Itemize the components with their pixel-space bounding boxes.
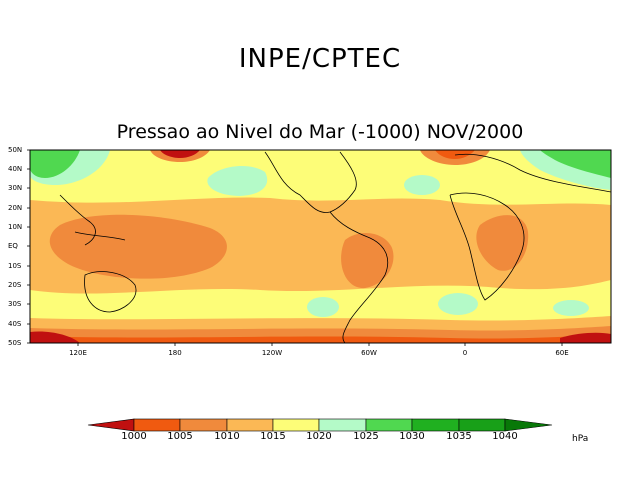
coastlines	[59, 151, 611, 343]
lat-label-20n: 20N	[8, 204, 23, 212]
australia-coastline	[84, 271, 137, 313]
organization-title: INPE/CPTEC	[238, 44, 402, 74]
colorbar-1025-1030	[365, 418, 413, 432]
maritime-continent-coastline	[74, 231, 126, 241]
colorbar-1030-1035	[411, 418, 460, 432]
lon-label-120e: 120E	[69, 349, 87, 357]
lat-label-30s: 30S	[8, 300, 22, 308]
lat-label-40n: 40N	[8, 165, 23, 173]
colorbar-label-1015: 1015	[260, 431, 286, 442]
south-america-coastline	[329, 211, 389, 343]
lat-label-10n: 10N	[8, 223, 23, 231]
colorbar-1005-1010	[179, 418, 228, 432]
lon-label-60w: 60W	[361, 349, 377, 357]
map-frame	[29, 149, 612, 344]
colorbar-1035-1040	[458, 418, 506, 432]
lat-label-30n: 30N	[8, 184, 23, 192]
lat-label-50s: 50S	[8, 339, 22, 347]
colorbar-1000-1005	[133, 418, 181, 432]
colorbar-above-1040	[504, 418, 553, 432]
pressure-field	[30, 150, 611, 343]
field-1025-1030-asia	[30, 150, 80, 178]
colorbar-label-1010: 1010	[214, 431, 240, 442]
lon-label-120w: 120W	[261, 349, 283, 357]
field-1015-1020-north	[30, 150, 611, 205]
field-1020-1025-south-pacific-high	[307, 297, 339, 317]
field-1000-1005-southern-ocean	[30, 334, 611, 343]
colorbar-1015-1020	[272, 418, 320, 432]
colorbar-1020-1025	[318, 418, 367, 432]
colorbar-label-1030: 1030	[399, 431, 425, 442]
field-below-1000-southeast	[560, 332, 611, 343]
field-1005-1010-west-pacific	[49, 214, 227, 279]
field-1005-1010-south-america	[341, 233, 394, 289]
lat-label-10s: 10S	[8, 262, 22, 270]
colorbar-label-1040: 1040	[492, 431, 518, 442]
field-1025-1030-siberia	[540, 150, 611, 178]
field-below-1000-southwest	[30, 331, 80, 343]
colorbar-label-1025: 1025	[353, 431, 379, 442]
colorbar-label-1000: 1000	[121, 431, 147, 442]
map-title: Pressao ao Nivel do Mar (-1000) NOV/2000	[116, 121, 524, 143]
colorbar-label-1005: 1005	[167, 431, 193, 442]
field-1020-1025-south-atlantic-high	[438, 293, 478, 315]
lon-label-0: 0	[462, 349, 468, 357]
field-1000-1005-icelandic-low	[435, 150, 475, 159]
eurasia-coastline	[454, 153, 611, 193]
colorbar-below-1000	[87, 418, 135, 432]
field-1020-1025-north-pacific-high	[207, 166, 268, 196]
lat-label-40s: 40S	[8, 320, 22, 328]
lon-label-60e: 60E	[555, 349, 569, 357]
field-below-1000-aleutian-low	[160, 150, 200, 158]
africa-coastline	[449, 192, 525, 301]
colorbar-unit-label: hPa	[572, 434, 589, 444]
field-1020-1025-azores-high	[404, 175, 440, 195]
field-1005-1010-africa	[476, 215, 529, 271]
lat-label-50n: 50N	[8, 146, 23, 154]
colorbar-label-1020: 1020	[306, 431, 332, 442]
lat-tick-marks	[27, 149, 30, 344]
east-asia-coastline	[59, 194, 96, 246]
lon-label-180: 180	[168, 349, 182, 357]
field-1020-1025-indian-high	[553, 300, 589, 316]
colorbar-label-1035: 1035	[446, 431, 472, 442]
colorbar	[87, 418, 553, 432]
lat-label-20s: 20S	[8, 281, 22, 289]
lat-label-eq: EQ	[8, 242, 18, 250]
colorbar-1010-1015	[226, 418, 274, 432]
lon-tick-marks	[77, 343, 563, 346]
